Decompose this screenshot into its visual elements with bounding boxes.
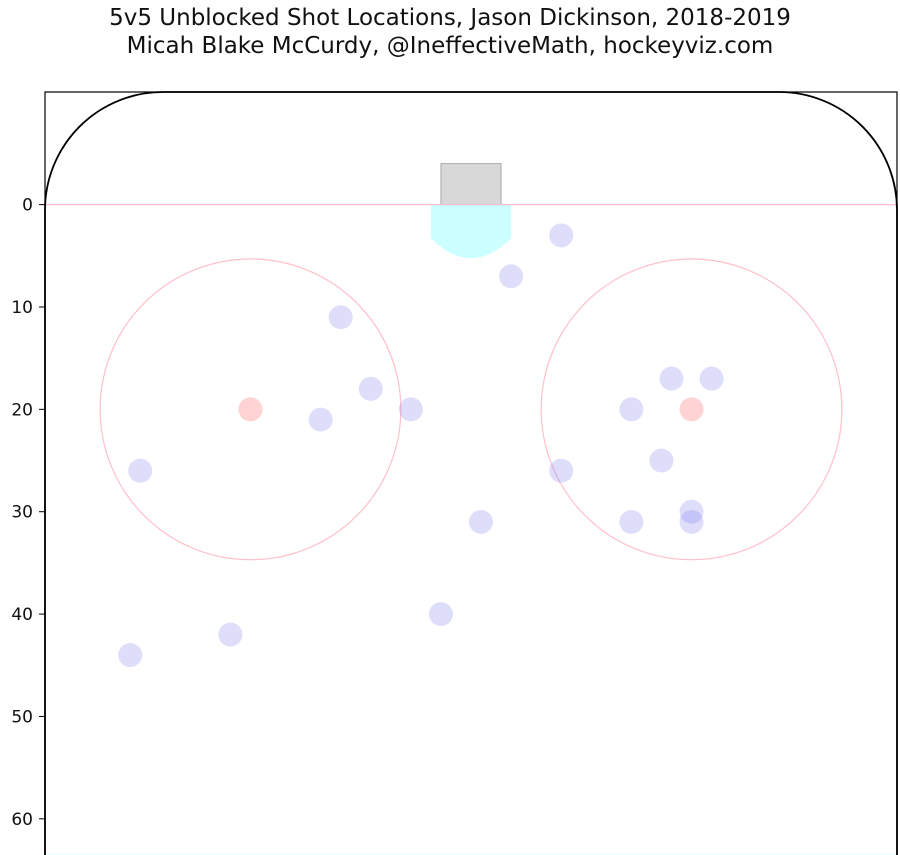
shot-marker	[328, 305, 353, 330]
shot-marker	[649, 448, 674, 473]
faceoff-circle-left	[99, 258, 402, 561]
shot-marker	[358, 376, 383, 401]
faceoff-circle-right	[540, 258, 843, 561]
chart-subtitle: Micah Blake McCurdy, @IneffectiveMath, h…	[126, 33, 774, 59]
y-tick-label: 40	[11, 605, 33, 625]
faceoff-dot-right	[679, 397, 704, 422]
y-tick-label: 10	[11, 298, 33, 318]
shot-marker	[679, 499, 704, 524]
shot-marker	[469, 509, 494, 534]
y-tick-label: 20	[11, 400, 33, 420]
shot-marker	[679, 509, 704, 534]
plot-frame	[44, 91, 898, 855]
shot-marker	[549, 223, 574, 248]
shot-marker	[308, 407, 333, 432]
shot-marker	[549, 458, 574, 483]
chart-title: 5v5 Unblocked Shot Locations, Jason Dick…	[109, 5, 791, 31]
faceoff-dot-left	[238, 397, 263, 422]
y-axis: 0 10 20 30 40 50 60	[11, 196, 45, 830]
shot-marker	[659, 366, 684, 391]
shot-marker	[619, 509, 644, 534]
shot-marker	[218, 622, 243, 647]
shot-marker	[398, 397, 423, 422]
shot-marker	[118, 643, 143, 668]
rink-layer	[44, 91, 898, 855]
y-tick-label: 30	[11, 503, 33, 523]
shot-marker	[499, 264, 524, 289]
shot-marker	[699, 366, 724, 391]
shot-marker	[128, 458, 153, 483]
goal-crease	[430, 204, 512, 259]
goal-net	[440, 163, 502, 206]
shot-marker	[619, 397, 644, 422]
y-tick-label: 0	[22, 196, 33, 216]
y-tick-label: 50	[11, 707, 33, 727]
y-tick-label: 60	[11, 810, 33, 830]
shot-marker	[428, 602, 453, 627]
shots-layer	[118, 223, 724, 668]
